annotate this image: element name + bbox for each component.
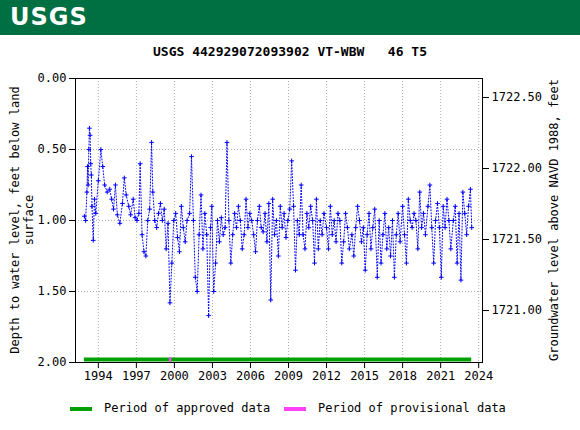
html-text:USGS 442929072093902 VT-WBW 46: USGS 442929072093902 VT-WBW 46 T5: [153, 44, 427, 59]
svg-text:2009: 2009: [274, 369, 303, 383]
svg-text:1721.50: 1721.50: [492, 232, 543, 246]
svg-text:1.50: 1.50: [38, 284, 67, 298]
html-text:Period of provisional data: Period of provisional data: [318, 401, 506, 415]
html-text:USGS: USGS: [10, 3, 88, 31]
svg-text:2015: 2015: [350, 369, 379, 383]
svg-text:2000: 2000: [160, 369, 189, 383]
svg-text:2021: 2021: [426, 369, 455, 383]
svg-text:2024: 2024: [464, 369, 493, 383]
svg-text:2018: 2018: [388, 369, 417, 383]
svg-text:1722.00: 1722.00: [492, 161, 543, 175]
svg-text:1.00: 1.00: [38, 213, 67, 227]
svg-text:0.00: 0.00: [38, 71, 67, 85]
svg-text:1994: 1994: [84, 369, 113, 383]
svg-text:1721.00: 1721.00: [492, 303, 543, 317]
html-text:Period of approved data: Period of approved data: [104, 401, 271, 415]
svg-text:1722.50: 1722.50: [492, 90, 543, 104]
html-text:Groundwater level above NAVD 1: Groundwater level above NAVD 1988, feet: [547, 79, 561, 361]
html-text:Depth to water level, feet bel: Depth to water level, feet below land su…: [8, 86, 36, 354]
svg-text:2006: 2006: [236, 369, 265, 383]
svg-text:0.50: 0.50: [38, 142, 67, 156]
svg-text:1997: 1997: [122, 369, 151, 383]
svg-text:2003: 2003: [198, 369, 227, 383]
svg-text:2012: 2012: [312, 369, 341, 383]
svg-text:2.00: 2.00: [38, 355, 67, 369]
